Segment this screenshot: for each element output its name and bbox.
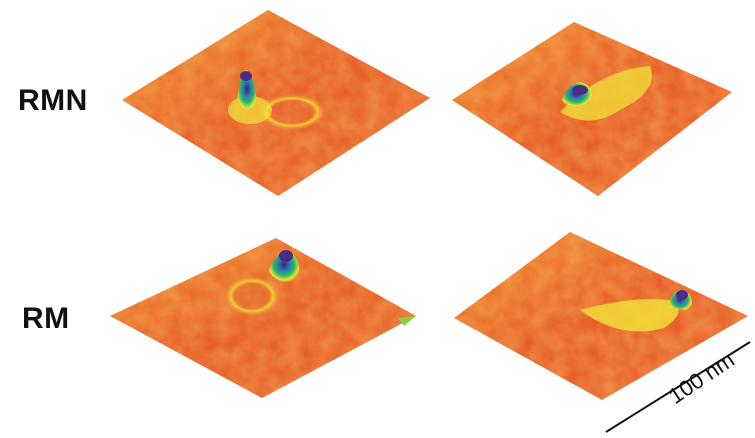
scale-bar-line (605, 341, 751, 433)
row-label-rm: RM (22, 302, 70, 335)
afm-panel-rmn-left (122, 10, 430, 196)
row-label-rmn: RMN (18, 84, 88, 117)
afm-panel-rmn-right (452, 22, 732, 196)
afm-panel-rm-right (454, 232, 748, 400)
afm-panel-rm-left (110, 238, 416, 398)
